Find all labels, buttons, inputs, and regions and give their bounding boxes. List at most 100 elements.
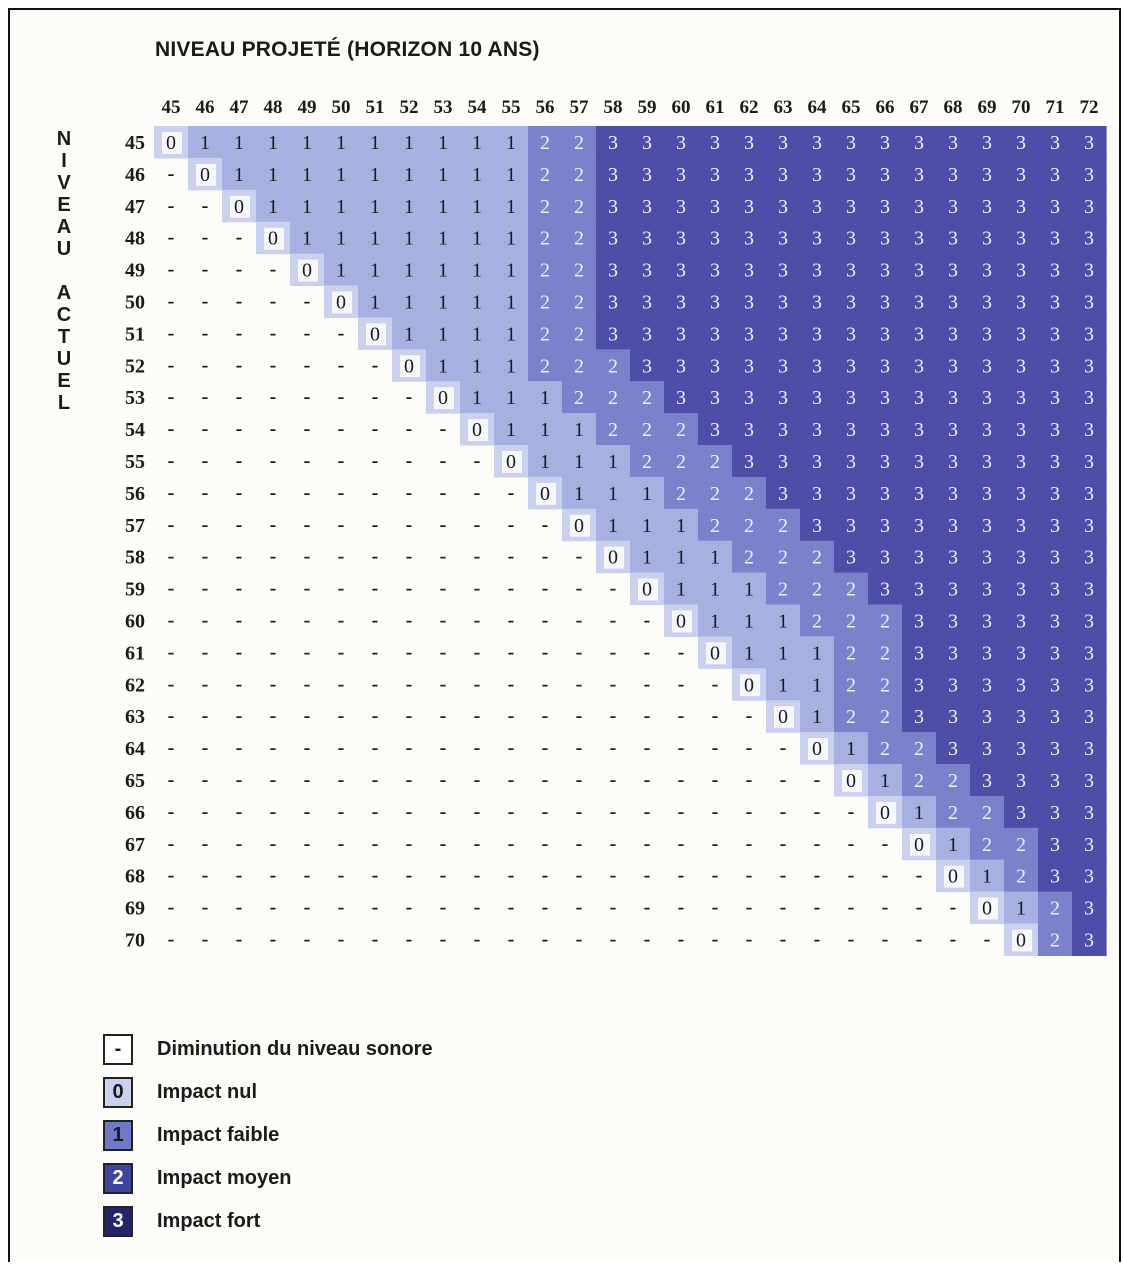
heatmap-cell: [562, 221, 597, 255]
legend-label: Impact faible: [157, 1124, 280, 1146]
cell-label: 2: [914, 738, 924, 760]
cell-label: 3: [744, 164, 754, 186]
cell-label: 1: [574, 483, 584, 505]
heatmap-cell: [1038, 636, 1073, 669]
cell-label: 3: [1016, 196, 1026, 218]
cell-label: 3: [948, 579, 958, 601]
heatmap-cell: [868, 476, 903, 510]
cell-label: -: [406, 450, 413, 472]
heatmap-cell: [1004, 795, 1039, 829]
cell-label: -: [168, 801, 175, 823]
heatmap-cell: [970, 604, 1005, 637]
cell-label: 3: [812, 291, 822, 313]
cell-label: 3: [1016, 610, 1026, 632]
cell-label: -: [372, 769, 379, 791]
column-header: 72: [1080, 97, 1099, 118]
heatmap-cell: [562, 381, 597, 414]
cell-label: -: [304, 546, 311, 568]
cell-label: 3: [1050, 770, 1060, 792]
row-axis-label-letter: V: [57, 172, 71, 194]
cell-label: 3: [1050, 355, 1060, 377]
zero-cell-inset: [536, 482, 556, 505]
heatmap-cell: [800, 317, 835, 350]
heatmap-cell: [1072, 795, 1107, 829]
heatmap-cell: [222, 126, 257, 159]
cell-label: -: [440, 865, 447, 887]
cell-label: -: [304, 897, 311, 919]
cell-label: 1: [608, 451, 618, 473]
cell-label: -: [236, 546, 243, 568]
cell-label: -: [236, 386, 243, 408]
heatmap-cell: [562, 253, 597, 287]
heatmap-cell: [1072, 604, 1107, 637]
heatmap-cell: [970, 285, 1005, 318]
cell-label: 3: [982, 706, 992, 728]
heatmap-cell: [426, 253, 461, 287]
cell-label: -: [474, 769, 481, 791]
cell-label: 1: [540, 451, 550, 473]
cell-label: 3: [1084, 387, 1094, 409]
cell-label: -: [508, 737, 515, 759]
cell-label: -: [406, 609, 413, 631]
heatmap-cell: [392, 221, 427, 255]
cell-label: -: [440, 641, 447, 663]
cell-label: 3: [1016, 674, 1026, 696]
cell-label: 3: [846, 291, 856, 313]
heatmap-cell: [970, 795, 1005, 829]
row-header: 66: [125, 802, 145, 824]
heatmap-cell: [596, 445, 631, 478]
cell-label: 2: [540, 260, 550, 282]
cell-label: 3: [914, 387, 924, 409]
cell-label: -: [202, 227, 209, 249]
cell-label: 3: [1050, 291, 1060, 313]
cell-label: -: [542, 673, 549, 695]
heatmap-cell: [970, 317, 1005, 350]
cell-label: 3: [1016, 419, 1026, 441]
cell-label: -: [236, 641, 243, 663]
cell-label: -: [406, 705, 413, 727]
cell-label: 2: [1050, 898, 1060, 920]
cell-label: 3: [982, 674, 992, 696]
cell-label: 1: [778, 674, 788, 696]
cell-label: 2: [574, 196, 584, 218]
heatmap-cell: [936, 381, 971, 414]
heatmap-cell: [936, 732, 971, 765]
cell-label: -: [236, 450, 243, 472]
heatmap-cell: [1072, 827, 1107, 861]
cell-label: 1: [608, 483, 618, 505]
cell-label: -: [236, 897, 243, 919]
cell-label: 3: [1084, 291, 1094, 313]
cell-label: 0: [336, 291, 346, 313]
column-header: 68: [944, 97, 963, 118]
row-header: 56: [125, 483, 145, 505]
cell-label: 3: [948, 451, 958, 473]
heatmap-cell: [698, 540, 733, 574]
row-axis-label-letter: U: [56, 348, 72, 370]
cell-label: -: [372, 418, 379, 440]
cell-label: -: [372, 609, 379, 631]
cell-label: -: [644, 705, 651, 727]
heatmap-cell: [868, 285, 903, 318]
cell-label: 2: [812, 547, 822, 569]
cell-label: 3: [880, 355, 890, 377]
heatmap-cell: [1004, 540, 1039, 574]
heatmap-cell: [426, 126, 461, 159]
heatmap-cell: [970, 157, 1005, 191]
heatmap-cell: [766, 381, 801, 414]
heatmap-cell: [630, 285, 665, 318]
cell-label: -: [338, 673, 345, 695]
cell-label: -: [304, 833, 311, 855]
heatmap-cell: [1004, 859, 1039, 893]
cell-label: 3: [982, 164, 992, 186]
heatmap-cell: [902, 157, 937, 191]
cell-label: 1: [506, 164, 516, 186]
cell-label: -: [338, 609, 345, 631]
column-header: 49: [298, 97, 317, 118]
cell-label: 3: [1016, 642, 1026, 664]
cell-label: 3: [948, 610, 958, 632]
cell-label: -: [270, 673, 277, 695]
cell-label: -: [304, 705, 311, 727]
cell-label: -: [848, 801, 855, 823]
heatmap-cell: [970, 668, 1005, 701]
heatmap-cell: [834, 636, 869, 669]
